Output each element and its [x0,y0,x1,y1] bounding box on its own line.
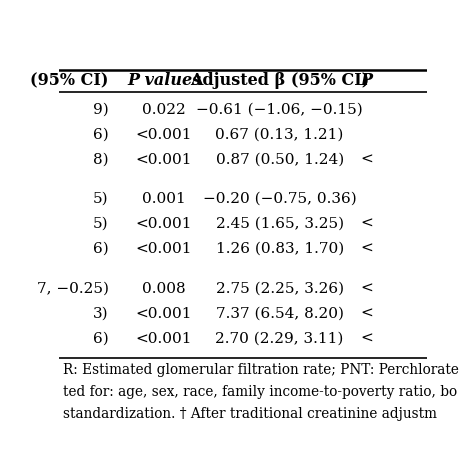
Text: <: < [360,307,373,321]
Text: 2.45 (1.65, 3.25): 2.45 (1.65, 3.25) [216,217,344,231]
Text: <: < [360,332,373,346]
Text: 5): 5) [93,217,109,231]
Text: −0.20 (−0.75, 0.36): −0.20 (−0.75, 0.36) [203,192,356,206]
Text: 3): 3) [93,307,109,321]
Text: R: Estimated glomerular filtration rate; PNT: Perchlorate: R: Estimated glomerular filtration rate;… [63,363,459,377]
Text: 6): 6) [93,332,109,346]
Text: 9): 9) [93,102,109,117]
Text: 0.67 (0.13, 1.21): 0.67 (0.13, 1.21) [216,128,344,142]
Text: <0.001: <0.001 [136,332,192,346]
Text: 2.75 (2.25, 3.26): 2.75 (2.25, 3.26) [216,282,344,296]
Text: 7, −0.25): 7, −0.25) [37,282,109,296]
Text: P values: P values [127,72,201,89]
Text: Adjusted β (95% CI): Adjusted β (95% CI) [190,72,369,89]
Text: <: < [360,282,373,296]
Text: 6): 6) [93,128,109,142]
Text: 0.87 (0.50, 1.24): 0.87 (0.50, 1.24) [216,153,344,166]
Text: (95% CI): (95% CI) [30,72,109,89]
Text: 2.70 (2.29, 3.11): 2.70 (2.29, 3.11) [216,332,344,346]
Text: 5): 5) [93,192,109,206]
Text: standardization. † After traditional creatinine adjustm: standardization. † After traditional cre… [63,407,437,420]
Text: <: < [360,242,373,256]
Text: <0.001: <0.001 [136,307,192,321]
Text: <0.001: <0.001 [136,217,192,231]
Text: 0.008: 0.008 [142,282,186,296]
Text: <0.001: <0.001 [136,242,192,256]
Text: −0.61 (−1.06, −0.15): −0.61 (−1.06, −0.15) [196,102,363,117]
Text: <0.001: <0.001 [136,128,192,142]
Text: 0.001: 0.001 [142,192,186,206]
Text: 8): 8) [93,153,109,166]
Text: <: < [360,153,373,166]
Text: 7.37 (6.54, 8.20): 7.37 (6.54, 8.20) [216,307,344,321]
Text: 1.26 (0.83, 1.70): 1.26 (0.83, 1.70) [216,242,344,256]
Text: 6): 6) [93,242,109,256]
Text: 0.022: 0.022 [142,102,186,117]
Text: ted for: age, sex, race, family income-to-poverty ratio, bo: ted for: age, sex, race, family income-t… [63,384,457,399]
Text: P: P [360,72,373,89]
Text: <0.001: <0.001 [136,153,192,166]
Text: <: < [360,217,373,231]
